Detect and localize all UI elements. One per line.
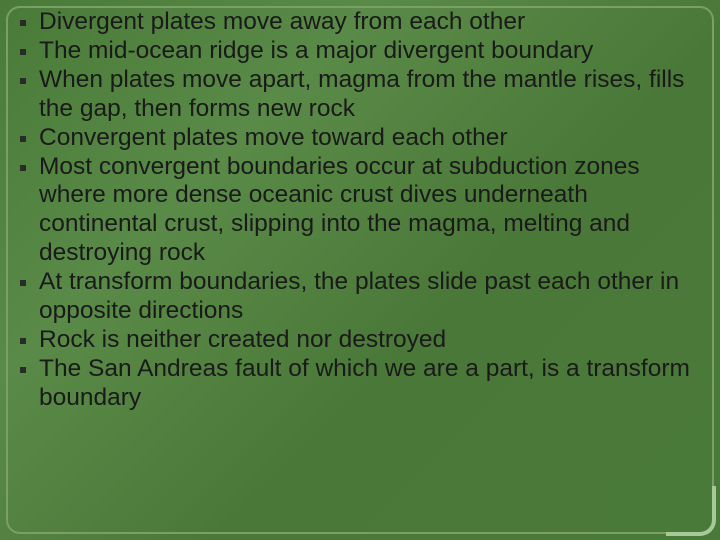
list-item: Convergent plates move toward each other: [18, 124, 692, 153]
list-item: When plates move apart, magma from the m…: [18, 66, 692, 124]
bullet-icon: [20, 367, 26, 373]
bullet-icon: [20, 78, 26, 84]
bullet-icon: [20, 20, 26, 26]
bullet-list: Divergent plates move away from each oth…: [18, 8, 692, 413]
slide-corner-accent: [666, 486, 716, 536]
list-item: Most convergent boundaries occur at subd…: [18, 153, 692, 269]
list-item: Rock is neither created nor destroyed: [18, 326, 692, 355]
bullet-text: The mid-ocean ridge is a major divergent…: [39, 37, 692, 66]
bullet-icon: [20, 280, 26, 286]
bullet-text: When plates move apart, magma from the m…: [39, 66, 692, 124]
bullet-text: At transform boundaries, the plates slid…: [39, 268, 692, 326]
bullet-icon: [20, 136, 26, 142]
bullet-icon: [20, 338, 26, 344]
list-item: Divergent plates move away from each oth…: [18, 8, 692, 37]
bullet-icon: [20, 49, 26, 55]
list-item: The San Andreas fault of which we are a …: [18, 355, 692, 413]
slide-content: Divergent plates move away from each oth…: [18, 8, 692, 413]
bullet-text: Convergent plates move toward each other: [39, 124, 692, 153]
slide-container: Divergent plates move away from each oth…: [0, 0, 720, 540]
bullet-text: Divergent plates move away from each oth…: [39, 8, 692, 37]
bullet-text: Rock is neither created nor destroyed: [39, 326, 692, 355]
bullet-icon: [20, 165, 26, 171]
list-item: At transform boundaries, the plates slid…: [18, 268, 692, 326]
bullet-text: Most convergent boundaries occur at subd…: [39, 153, 692, 269]
bullet-text: The San Andreas fault of which we are a …: [39, 355, 692, 413]
list-item: The mid-ocean ridge is a major divergent…: [18, 37, 692, 66]
